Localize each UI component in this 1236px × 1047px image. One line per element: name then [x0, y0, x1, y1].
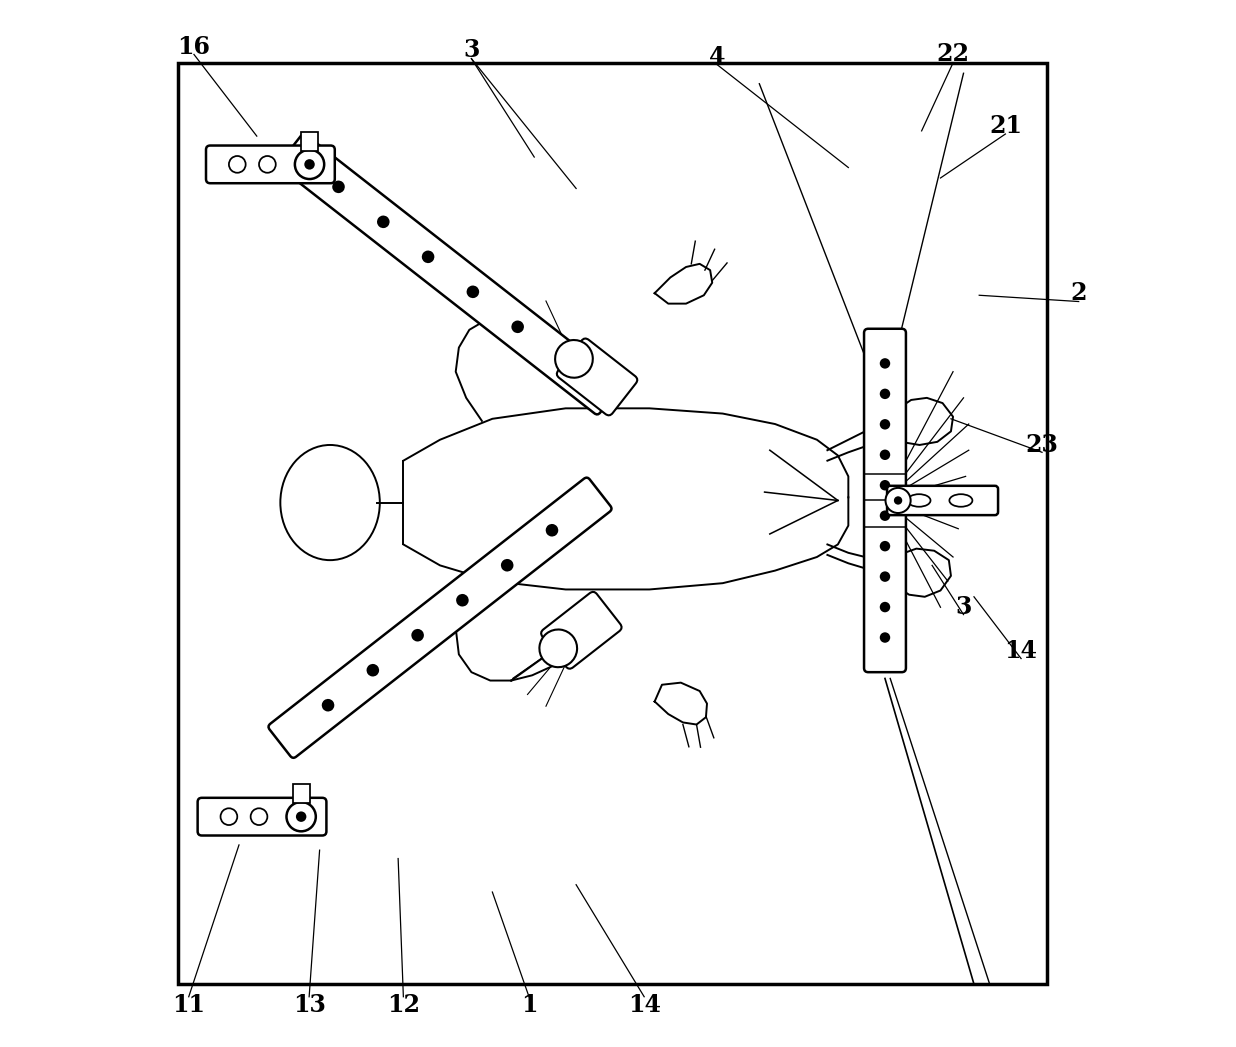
Text: 4: 4 — [709, 45, 726, 68]
FancyBboxPatch shape — [198, 798, 326, 836]
FancyBboxPatch shape — [206, 146, 335, 183]
Circle shape — [880, 632, 890, 643]
Circle shape — [251, 808, 267, 825]
Text: 2: 2 — [1070, 282, 1086, 305]
Circle shape — [229, 156, 246, 173]
Ellipse shape — [281, 445, 379, 560]
Text: 21: 21 — [989, 114, 1022, 137]
Circle shape — [295, 811, 307, 822]
Circle shape — [287, 802, 316, 831]
Text: 3: 3 — [464, 39, 480, 62]
Circle shape — [512, 320, 524, 333]
Circle shape — [539, 629, 577, 667]
FancyBboxPatch shape — [268, 477, 612, 758]
Text: 3: 3 — [955, 596, 971, 619]
Circle shape — [880, 449, 890, 460]
Text: 16: 16 — [178, 36, 210, 59]
Circle shape — [894, 496, 902, 505]
Circle shape — [367, 664, 379, 676]
Circle shape — [880, 511, 890, 521]
FancyBboxPatch shape — [541, 592, 622, 669]
Circle shape — [880, 480, 890, 490]
Circle shape — [260, 156, 276, 173]
Circle shape — [321, 699, 334, 712]
Circle shape — [880, 572, 890, 582]
FancyBboxPatch shape — [864, 329, 906, 672]
Circle shape — [501, 559, 513, 572]
Circle shape — [880, 602, 890, 612]
Circle shape — [456, 594, 468, 606]
Circle shape — [332, 180, 345, 193]
Ellipse shape — [949, 494, 973, 507]
Circle shape — [880, 388, 890, 399]
Text: 13: 13 — [293, 994, 325, 1017]
Circle shape — [885, 488, 911, 513]
Text: 1: 1 — [520, 994, 538, 1017]
Circle shape — [880, 541, 890, 552]
Circle shape — [556, 356, 569, 369]
Text: 14: 14 — [628, 994, 661, 1017]
Circle shape — [467, 286, 480, 298]
FancyBboxPatch shape — [279, 134, 622, 415]
Circle shape — [295, 150, 324, 179]
FancyBboxPatch shape — [887, 486, 997, 515]
Circle shape — [555, 340, 593, 378]
Bar — [293, 784, 309, 803]
Circle shape — [412, 629, 424, 642]
Ellipse shape — [907, 494, 931, 507]
FancyBboxPatch shape — [556, 338, 638, 416]
Circle shape — [546, 524, 559, 536]
Circle shape — [421, 250, 434, 263]
Text: 12: 12 — [387, 994, 420, 1017]
Circle shape — [220, 808, 237, 825]
Bar — [302, 132, 318, 151]
Text: 22: 22 — [937, 43, 969, 66]
Circle shape — [304, 159, 315, 170]
Text: 11: 11 — [172, 994, 205, 1017]
Circle shape — [377, 216, 389, 228]
Text: 23: 23 — [1026, 433, 1058, 456]
Bar — [178, 63, 1047, 984]
Circle shape — [880, 358, 890, 369]
Circle shape — [880, 419, 890, 429]
Text: 14: 14 — [1005, 640, 1037, 663]
